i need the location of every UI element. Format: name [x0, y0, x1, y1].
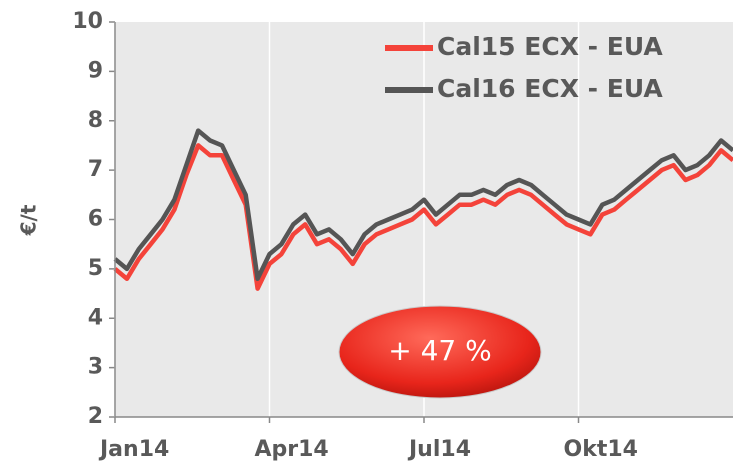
y-tick-label: 3 — [88, 355, 103, 380]
y-axis-label: €/t — [17, 204, 41, 236]
x-tick-label: Jul14 — [407, 437, 471, 462]
annotation: + 47 % — [388, 334, 492, 367]
annotation-badge — [338, 305, 542, 399]
lines — [113, 128, 733, 291]
y-tick-label: 7 — [88, 157, 103, 182]
x-tick-label: Okt14 — [564, 437, 638, 462]
series-line — [113, 143, 733, 291]
legend-label: Cal16 ECX - EUA — [437, 74, 663, 103]
y-tick-label: 6 — [88, 207, 103, 232]
y-tick-label: 5 — [88, 256, 103, 281]
series-line — [113, 128, 733, 282]
x-tick-label: Jan14 — [98, 437, 169, 462]
y-tick-label: 2 — [88, 404, 103, 429]
y-tick-label: 4 — [88, 305, 103, 330]
legend-label: Cal15 ECX - EUA — [437, 32, 663, 61]
y-tick-label: 8 — [88, 108, 103, 133]
y-tick-label: 10 — [72, 9, 103, 34]
y-tick-label: 9 — [88, 58, 103, 83]
x-tick-label: Apr14 — [255, 437, 329, 462]
